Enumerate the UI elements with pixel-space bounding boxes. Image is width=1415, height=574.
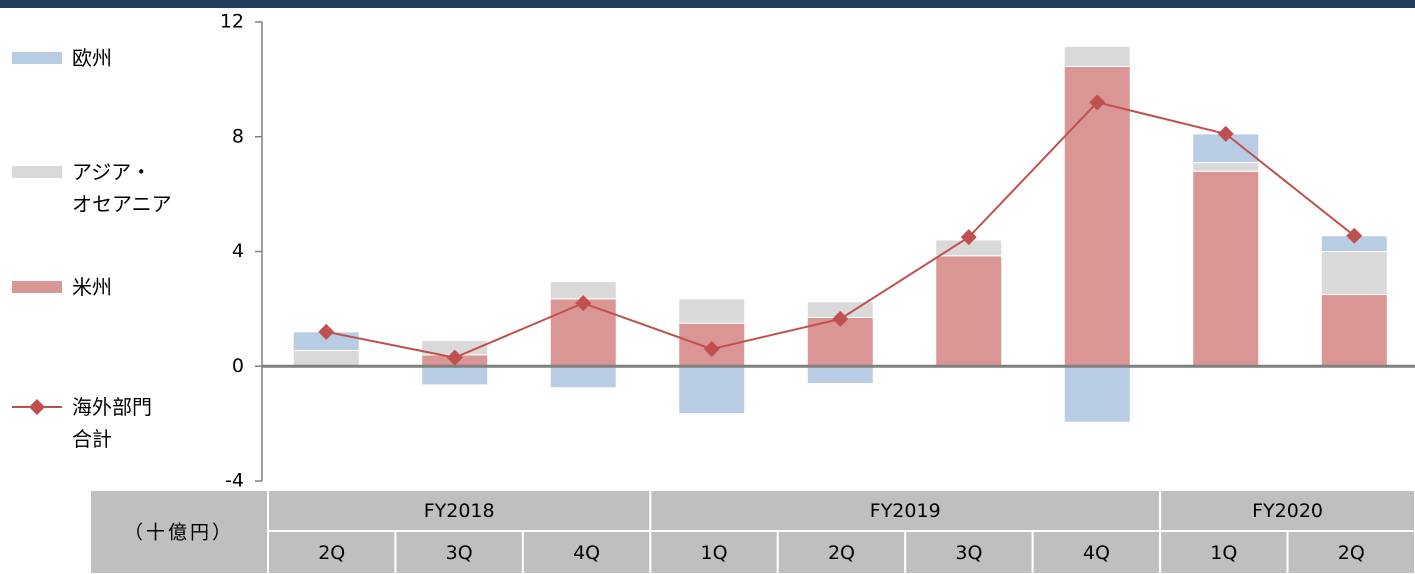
group-label: FY2019 (870, 500, 941, 522)
x-tick-label: 3Q (446, 542, 473, 564)
x-tick-label: 1Q (1210, 542, 1237, 564)
x-tick-label: 3Q (955, 542, 982, 564)
x-tick-label: 2Q (828, 542, 855, 564)
group-cell (267, 489, 652, 532)
line-marker (832, 310, 849, 327)
x-tick-label: 4Q (1083, 542, 1110, 564)
line-marker (446, 349, 463, 366)
line-marker (703, 341, 720, 358)
bar-segment (1192, 170, 1260, 367)
group-label: FY2020 (1252, 500, 1323, 522)
legend-label: 海外部門 合計 (72, 395, 152, 451)
bar-segment (1320, 294, 1388, 367)
bar-segment (421, 365, 489, 386)
bar-segment (1320, 251, 1388, 296)
legend-label: 欧州 (72, 46, 112, 70)
category-cell (1031, 530, 1162, 574)
legend-swatch (12, 52, 62, 64)
y-tick-label: -4 (225, 470, 244, 492)
group-label: FY2018 (424, 500, 495, 522)
line-marker (318, 323, 335, 340)
category-cell (521, 530, 652, 574)
bar-segment (292, 349, 360, 367)
y-tick-label: 0 (232, 355, 244, 377)
group-cell (1159, 489, 1415, 532)
x-tick-label: 1Q (701, 542, 728, 564)
bar-segment (678, 298, 746, 324)
category-cell (776, 530, 907, 574)
line-marker (1089, 94, 1106, 111)
legend-swatch-marker (29, 399, 45, 415)
top-band (0, 0, 1415, 8)
y-tick-label: 8 (232, 125, 244, 147)
y-tick-label: 4 (232, 240, 244, 262)
x-tick-label: 2Q (318, 542, 345, 564)
legend-swatch (12, 281, 62, 293)
legend-label: 米州 (72, 275, 112, 299)
legend-label: アジア・ オセアニア (72, 160, 172, 216)
bar-segment (1063, 365, 1131, 423)
legend-swatch (12, 166, 62, 178)
bar-segment (549, 365, 617, 389)
line-marker (575, 295, 592, 312)
unit-label: （十億円） (124, 522, 234, 544)
line-marker (1346, 227, 1363, 244)
bar-segment (1192, 162, 1260, 172)
category-cell (394, 530, 524, 574)
unit-cell (89, 489, 269, 574)
y-tick-label: 12 (220, 11, 244, 33)
bar-segment (1063, 65, 1131, 367)
x-tick-label: 4Q (573, 542, 600, 564)
bar-segment (678, 365, 746, 415)
group-cell (649, 489, 1162, 532)
bar-segment (1063, 45, 1131, 67)
line-marker (1217, 125, 1234, 142)
category-cell (267, 530, 397, 574)
line-marker (960, 229, 977, 246)
bar-segment (806, 365, 874, 384)
bar-segment (935, 255, 1003, 367)
x-tick-label: 2Q (1338, 542, 1365, 564)
